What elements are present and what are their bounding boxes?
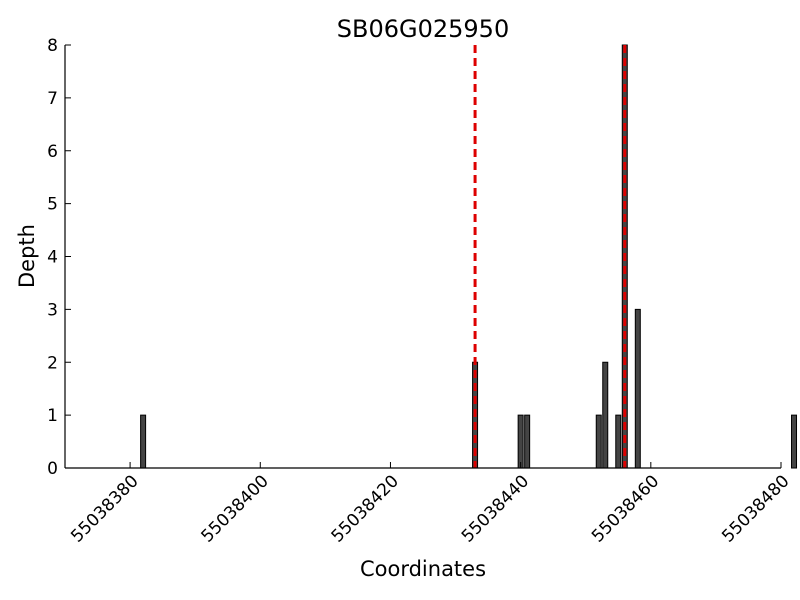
bar-0 [140, 414, 147, 469]
y-tick-label-4: 4 [47, 248, 58, 268]
y-tick-label-3: 3 [47, 300, 58, 320]
y-tick-label-0: 0 [47, 459, 58, 479]
x-tick-label-3: 55038440 [458, 471, 533, 546]
x-tick-label-4: 55038460 [588, 471, 663, 546]
x-tick-label-5: 55038480 [718, 471, 793, 546]
y-tick-label-5: 5 [47, 195, 58, 215]
bar-3 [524, 414, 531, 469]
x-tick-label-1: 55038400 [197, 471, 272, 546]
y-tick-label-1: 1 [47, 406, 58, 426]
bar-2 [517, 414, 524, 469]
bar-6 [615, 414, 622, 469]
y-axis-label: Depth [15, 224, 39, 288]
bar-8 [634, 308, 641, 469]
bar-4 [595, 414, 602, 469]
axes-group: 0 1 2 3 4 5 6 7 8 55038380 55038400 55038420 5503844… [47, 36, 793, 547]
y-tick-label-8: 8 [47, 36, 58, 56]
bar-5 [602, 361, 609, 469]
markers-group [473, 45, 627, 468]
y-tick-label-6: 6 [47, 142, 58, 162]
x-tick-label-2: 55038420 [328, 471, 403, 546]
chart-title: SB06G025950 [337, 15, 509, 43]
bars-group [140, 44, 798, 469]
x-tick-label-0: 55038380 [67, 471, 142, 546]
y-tick-label-2: 2 [47, 353, 58, 373]
x-axis-label: Coordinates [360, 557, 486, 581]
y-tick-label-7: 7 [47, 89, 58, 109]
bar-9 [791, 414, 798, 469]
